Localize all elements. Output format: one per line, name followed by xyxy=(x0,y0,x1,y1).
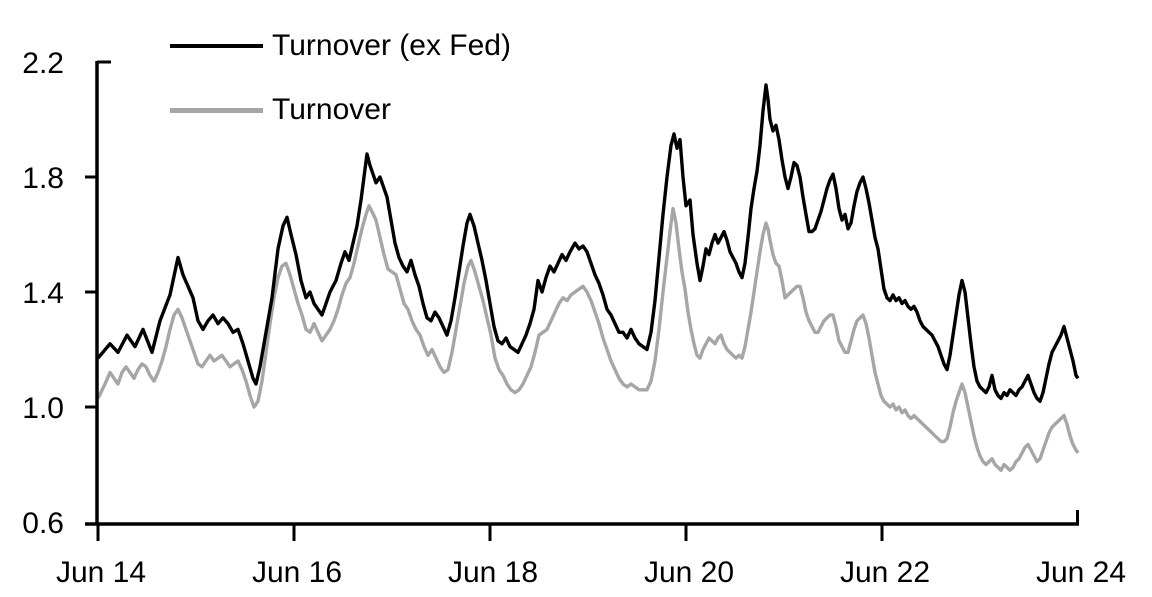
y-tick-label: 1.4 xyxy=(22,277,64,310)
legend-line-swatch-gray xyxy=(170,107,263,113)
legend-label-turnover-ex-fed: Turnover (ex Fed) xyxy=(272,29,511,62)
y-tick-label: 1.8 xyxy=(22,162,64,195)
x-tick-label: Jun 18 xyxy=(448,556,538,589)
x-tick-label: Jun 16 xyxy=(252,556,342,589)
legend-line-swatch-black xyxy=(170,44,263,48)
legend-label-turnover: Turnover xyxy=(272,93,391,126)
x-tick-label: Jun 14 xyxy=(56,556,146,589)
y-tick-label: 2.2 xyxy=(22,47,64,80)
x-tick-label: Jun 24 xyxy=(1036,556,1126,589)
y-tick-label: 1.0 xyxy=(22,392,64,425)
y-tick-label: 0.6 xyxy=(22,507,64,540)
x-tick-label: Jun 22 xyxy=(840,556,930,589)
x-tick-label: Jun 20 xyxy=(644,556,734,589)
turnover-line xyxy=(96,204,1080,472)
turnover-ex-fed-line xyxy=(96,83,1080,403)
